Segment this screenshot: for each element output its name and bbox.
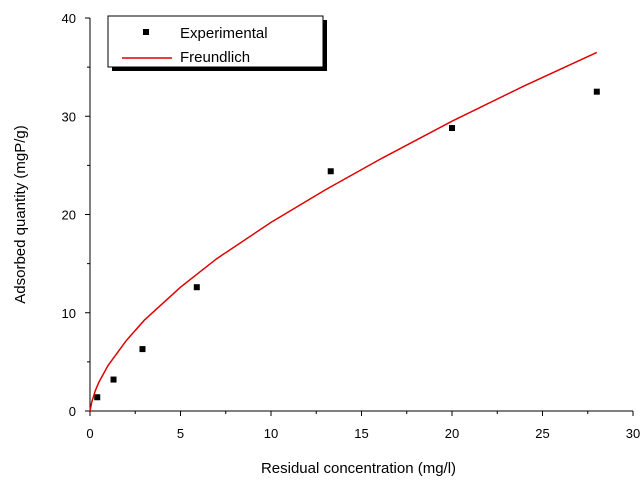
x-tick-label: 20	[445, 426, 459, 441]
y-axis-label: Adsorbed quantity (mgP/g)	[12, 125, 29, 303]
data-point	[593, 88, 600, 95]
data-point	[193, 284, 200, 291]
y-tick-label: 20	[62, 208, 76, 223]
x-tick-label: 25	[535, 426, 549, 441]
data-point	[327, 168, 334, 175]
legend: Experimental Freundlich	[107, 15, 327, 71]
series-freundlich-line	[89, 51, 598, 412]
y-tick-label: 0	[69, 404, 76, 419]
x-tick-label: 15	[354, 426, 368, 441]
plot-area	[89, 18, 633, 412]
x-tick-label: 0	[86, 426, 93, 441]
y-tick-label: 10	[62, 306, 76, 321]
x-axis-label: Residual concentration (mg/l)	[261, 460, 456, 477]
legend-label-experimental: Experimental	[180, 25, 268, 42]
x-axis-ticks: 0 5 10 15 20 25 30	[86, 411, 640, 441]
data-point	[94, 394, 101, 401]
legend-box	[107, 15, 324, 68]
x-tick-label: 10	[264, 426, 278, 441]
series-experimental	[94, 88, 600, 401]
legend-marker-experimental	[143, 29, 149, 35]
x-tick-label: 30	[626, 426, 640, 441]
data-point	[139, 346, 146, 353]
data-point	[449, 125, 455, 132]
y-axis-ticks: 0 10 20 30 40	[62, 11, 90, 419]
y-tick-label: 40	[62, 11, 76, 26]
x-tick-label: 5	[177, 426, 184, 441]
legend-label-freundlich: Freundlich	[180, 49, 250, 66]
data-point	[110, 376, 117, 383]
y-tick-label: 30	[62, 109, 76, 124]
